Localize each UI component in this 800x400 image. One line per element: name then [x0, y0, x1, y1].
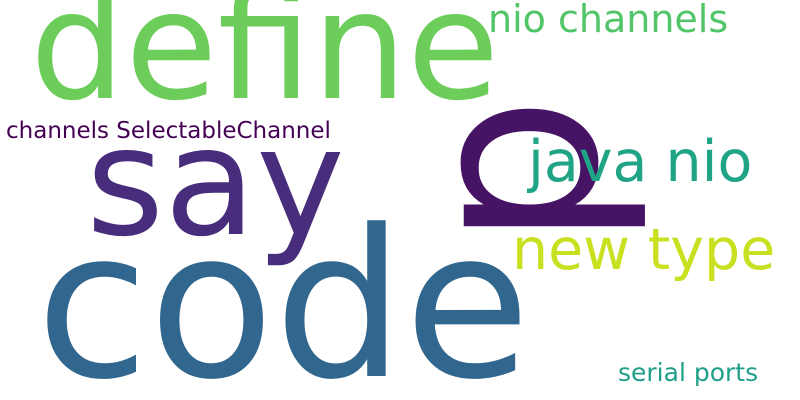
word-channels-selectablechannel: channels SelectableChannel [6, 118, 331, 144]
word-nio-channels: nio channels [488, 0, 729, 41]
word-java-nio: java nio [528, 129, 753, 195]
word-code: code [36, 187, 531, 400]
word-serial-ports: serial ports [618, 358, 759, 387]
word-define: define [30, 0, 500, 134]
word-say: say [86, 96, 345, 270]
word-new-type: new type [512, 217, 776, 283]
